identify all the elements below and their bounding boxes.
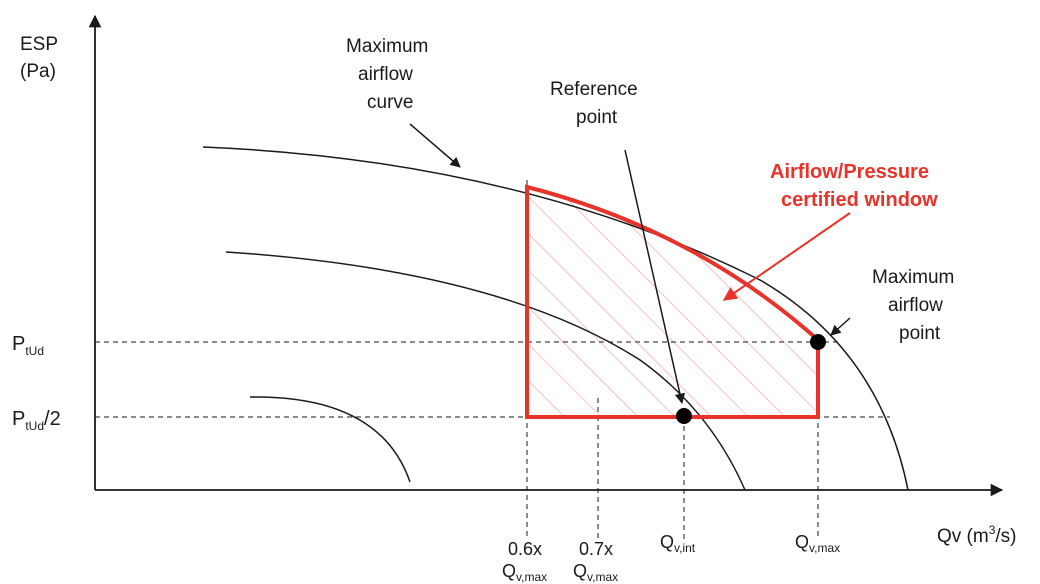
reference-point-marker	[676, 408, 692, 424]
reference-point-annotation-1: Reference	[550, 79, 638, 100]
reference-point-annotation-2: point	[576, 107, 618, 128]
reference-point-arrow	[624, 149, 686, 405]
q06-qvmax-label: Qv,max	[502, 561, 547, 584]
max-point-annotation-3: point	[899, 323, 941, 344]
maximum-airflow-point-marker	[810, 334, 826, 350]
certified-window-annotation-1: Airflow/Pressure	[770, 161, 929, 183]
max-curve-annotation-2: airflow	[358, 64, 413, 85]
max-point-annotation-2: airflow	[888, 295, 943, 316]
p-tud-label: PtUd	[12, 333, 44, 358]
y-axis-label-line2: (Pa)	[20, 61, 56, 82]
q06-coef-label: 0.6x	[508, 539, 542, 559]
axes	[88, 14, 1004, 497]
fan-curves	[202, 146, 909, 491]
max-curve-arrow	[409, 123, 461, 168]
max-point-arrow	[830, 317, 851, 336]
lower-fan-curve	[249, 396, 411, 483]
q07-qvmax-label: Qv,max	[573, 561, 618, 584]
middle-fan-curve	[225, 251, 746, 491]
qvmax-label: Qv,max	[795, 532, 840, 555]
max-curve-annotation-1: Maximum	[346, 36, 428, 57]
x-axis-label: Qv (m3/s)	[937, 523, 1017, 547]
y-axis-label-line1: ESP	[20, 34, 58, 55]
maximum-airflow-curve	[202, 146, 909, 491]
q07-coef-label: 0.7x	[579, 539, 613, 559]
certified-window-arrow	[722, 212, 851, 301]
max-curve-annotation-3: curve	[367, 92, 413, 113]
certified-window-annotation-2: certified window	[781, 189, 938, 211]
certified-window-fill	[527, 187, 818, 417]
max-point-annotation-1: Maximum	[872, 267, 954, 288]
qvint-label: Qv,int	[660, 532, 696, 555]
p-tud-half-label: PtUd/2	[12, 408, 61, 433]
